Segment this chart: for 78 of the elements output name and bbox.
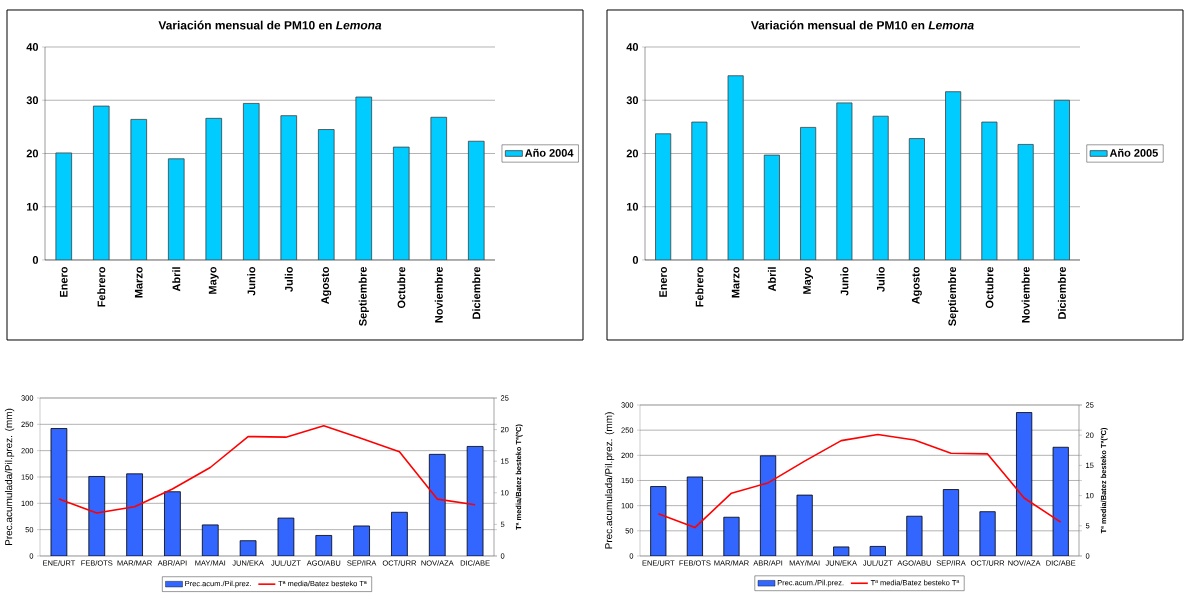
- y-tick-label: 10: [626, 202, 639, 211]
- legend-label: Año 2005: [1109, 148, 1158, 157]
- bar: [836, 102, 853, 260]
- bar: [239, 540, 257, 556]
- bar: [201, 524, 219, 556]
- y-tick-label: 20: [626, 149, 639, 158]
- x-tick-label: Abril: [767, 267, 776, 292]
- bar: [906, 515, 923, 556]
- x-tick-label: Noviembre: [434, 266, 443, 323]
- bar: [872, 115, 889, 260]
- bar: [981, 121, 998, 260]
- bar: [1052, 446, 1069, 556]
- x-tick-label: Diciembre: [472, 266, 481, 319]
- bar: [428, 453, 446, 556]
- bar: [466, 446, 484, 556]
- y-tick-label: 10: [26, 202, 39, 211]
- bar: [800, 126, 817, 260]
- x-tick-label: Mayo: [803, 266, 814, 294]
- y-axis-title: Prec.acumulada/Pil.prez. (mm): [604, 412, 615, 549]
- x-tick-label: Febrero: [97, 266, 106, 307]
- bar: [869, 546, 886, 556]
- x-tick-label: Junio: [840, 266, 849, 296]
- x-tick-label: Agosto: [321, 266, 332, 304]
- bar: [686, 476, 703, 556]
- bar: [945, 91, 962, 260]
- y-tick-label: 20: [26, 149, 39, 158]
- y-tick-label: 40: [626, 43, 639, 51]
- y-tick-label: 30: [26, 96, 39, 105]
- x-tick-label: Marzo: [134, 266, 143, 298]
- bar: [727, 75, 744, 260]
- x-tick-label: Septiembre: [358, 266, 369, 326]
- bar: [759, 455, 777, 556]
- bar: [979, 511, 996, 556]
- x-tick-label: Junio: [247, 266, 256, 296]
- bar: [391, 511, 408, 556]
- chart-title: Variación mensual de PM10 en Lemona: [158, 20, 382, 30]
- x-tick-label: Noviembre: [1021, 266, 1030, 323]
- y-tick-label: 0: [632, 256, 639, 264]
- chart-title: Variación mensual de PM10 en Lemona: [750, 20, 974, 30]
- bar: [650, 486, 667, 556]
- x-tick-label: Enero: [659, 266, 667, 297]
- bar: [691, 121, 708, 260]
- bar: [164, 491, 181, 556]
- bar: [763, 154, 780, 260]
- x-tick-label: Julio: [876, 266, 885, 292]
- x-tick-label: Marzo: [731, 266, 740, 298]
- x-tick-label: Septiembre: [948, 266, 959, 326]
- x-tick-label: Julio: [284, 266, 293, 292]
- y-tick-label: 40: [26, 43, 39, 51]
- y-tick-label: 0: [32, 256, 39, 264]
- bar: [277, 517, 295, 556]
- bar: [50, 428, 68, 556]
- y-tick-label: 30: [626, 96, 639, 105]
- x-tick-label: Octubre: [397, 266, 406, 309]
- bar: [1016, 412, 1033, 556]
- bar: [942, 489, 960, 556]
- bar: [833, 546, 850, 556]
- line-series: [58, 424, 476, 514]
- x-tick-label: Octubre: [985, 266, 994, 309]
- x-tick-label: Enero: [59, 266, 68, 297]
- bar: [908, 138, 925, 260]
- x-tick-label: Abril: [172, 267, 181, 292]
- bar: [315, 535, 333, 556]
- bar: [796, 494, 813, 556]
- bar: [88, 476, 106, 556]
- legend-label: Año 2004: [525, 148, 574, 157]
- bar: [353, 525, 370, 556]
- bar: [723, 516, 740, 556]
- y-axis-title: Prec.acumulada/Pil.prez. (mm): [4, 408, 15, 546]
- x-tick-label: Febrero: [695, 266, 704, 307]
- x-tick-label: Agosto: [911, 266, 922, 304]
- bar: [655, 133, 672, 260]
- line-series: [657, 433, 1062, 529]
- x-tick-label: Mayo: [208, 266, 219, 294]
- bar: [126, 473, 143, 556]
- bar: [1017, 144, 1034, 260]
- bar: [1053, 99, 1070, 260]
- x-tick-label: Diciembre: [1057, 266, 1066, 319]
